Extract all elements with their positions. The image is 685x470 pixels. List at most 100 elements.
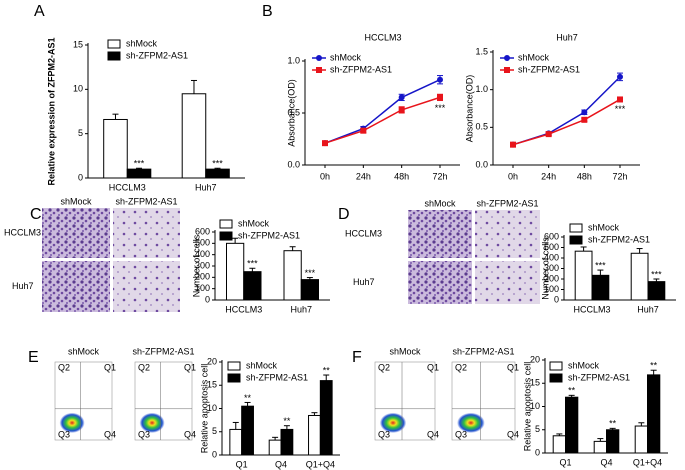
quadrant-label: Q4 [507, 429, 519, 439]
quadrant-label: Q4 [427, 429, 439, 439]
legend-swatch [227, 373, 241, 383]
significance: ** [244, 393, 252, 403]
row-label: HCCLM3 [4, 227, 41, 237]
x-tick-label: Q1 [236, 459, 248, 469]
y-tick-label: 0 [554, 294, 559, 304]
marker [398, 94, 405, 101]
column-label: shMock [389, 346, 421, 356]
column-label: sh-ZFPM2-AS1 [115, 196, 177, 206]
error-bar [568, 394, 575, 398]
error-bar [136, 167, 143, 170]
y-tick-label: 300 [195, 260, 210, 270]
y-axis-label: Absorbance(OD) [286, 79, 296, 147]
error-bar [597, 269, 604, 276]
bar [591, 274, 610, 301]
significance: ** [568, 386, 576, 396]
y-tick-label: 600 [544, 231, 559, 241]
legend-marker [504, 67, 510, 73]
significance: *** [212, 159, 223, 169]
panel-letter: E [28, 349, 39, 366]
marker [437, 76, 443, 83]
legend-label: shMock [588, 222, 620, 232]
x-tick-label: Huh7 [195, 182, 217, 192]
y-tick-label: 500 [195, 238, 210, 248]
x-tick-label: 24h [541, 171, 556, 181]
column-label: shMock [424, 198, 456, 208]
legend-label: sh-ZFPM2-AS1 [238, 230, 300, 240]
legend-marker [316, 67, 322, 73]
quadrant-label: Q1 [507, 362, 519, 372]
column-label: shMock [68, 346, 100, 356]
quadrant-label: Q2 [58, 362, 70, 372]
marker [617, 96, 623, 103]
legend-label: shMock [568, 360, 600, 370]
bar [574, 250, 593, 301]
bar [103, 118, 128, 179]
x-tick-label: 0h [508, 171, 518, 181]
legend-swatch [107, 39, 121, 49]
error-bar [214, 167, 221, 170]
bar [300, 279, 319, 301]
y-tick-label: 100 [544, 284, 559, 294]
significance: *** [134, 159, 145, 169]
y-axis-label: Relative apoptosis cell [522, 362, 532, 452]
error-bar [556, 433, 563, 436]
micrograph [475, 261, 540, 304]
panel-letter: C [30, 206, 42, 223]
legend-swatch [107, 51, 121, 61]
y-tick-label: 0.0 [287, 159, 300, 169]
x-tick-label: 48h [394, 171, 409, 181]
x-tick-label: 72h [432, 171, 447, 181]
legend-swatch [549, 361, 563, 371]
micrograph [113, 208, 180, 258]
y-tick-label: 1.0 [287, 55, 300, 65]
error-bar [311, 412, 318, 416]
quadrant-label: Q4 [184, 429, 196, 439]
cell-cloud [379, 412, 407, 433]
x-tick-label: 48h [577, 171, 592, 181]
legend-swatch [219, 231, 233, 241]
marker [581, 116, 588, 123]
legend-swatch [549, 373, 563, 383]
bar [606, 429, 620, 454]
y-tick-label: 10 [73, 84, 83, 94]
quadrant-label: Q3 [138, 429, 150, 439]
significance: *** [595, 260, 606, 270]
bar [241, 405, 254, 456]
panel-letter: B [262, 3, 273, 20]
significance: *** [651, 269, 662, 279]
y-tick-label: 0 [535, 447, 540, 457]
y-tick-label: 600 [195, 226, 210, 236]
quadrant-label: Q3 [455, 429, 467, 439]
bar [552, 435, 567, 454]
bar [647, 281, 666, 301]
y-tick-label: 5 [78, 128, 83, 138]
legend-label: sh-ZFPM2-AS1 [126, 50, 188, 60]
quadrant-label: Q2 [378, 362, 390, 372]
micrograph [408, 210, 472, 258]
error-bar [283, 425, 290, 430]
bar [205, 168, 230, 179]
significance: ** [323, 365, 331, 375]
series-line [512, 98, 621, 146]
cell-cloud [139, 412, 165, 433]
y-tick-label: 400 [544, 252, 559, 262]
y-tick-label: 1.0 [475, 84, 488, 94]
panel-letter: F [352, 349, 362, 366]
y-axis-label: Relative apoptosis cell [199, 364, 209, 454]
cell-cloud [457, 412, 485, 433]
error-bar [190, 79, 197, 94]
series-line [324, 96, 441, 144]
significance: ** [283, 416, 291, 426]
marker [322, 140, 328, 147]
x-tick-label: Q4 [275, 459, 287, 469]
error-bar [650, 369, 657, 375]
y-axis-label: Absorbance(OD) [464, 75, 474, 143]
bar [634, 425, 649, 454]
chart-title: HCCLM3 [364, 32, 401, 42]
y-tick-label: 0.5 [475, 122, 488, 132]
y-tick-label: 15 [207, 380, 217, 390]
panel-letter: D [338, 206, 350, 223]
panel-letter: A [34, 3, 45, 20]
